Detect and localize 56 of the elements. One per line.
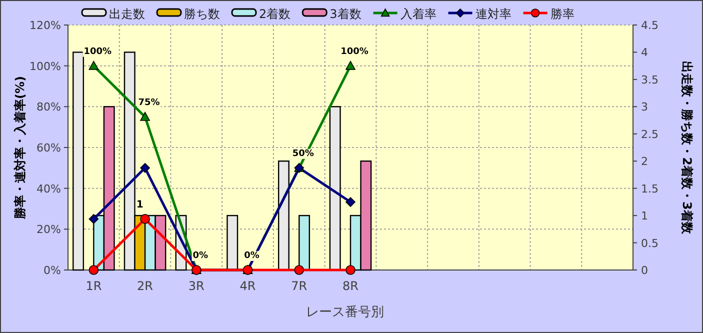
x-tick-label: 8R bbox=[342, 279, 358, 293]
y-tick-label: 20% bbox=[36, 223, 61, 236]
y2-tick-label: 4 bbox=[641, 46, 648, 60]
data-label: 100% bbox=[84, 46, 112, 57]
data-label: 100% bbox=[340, 46, 368, 57]
legend-label: 出走数 bbox=[109, 7, 145, 21]
y-tick-label: 80% bbox=[36, 100, 61, 114]
bar bbox=[124, 52, 136, 271]
point bbox=[140, 112, 150, 121]
x-tick-label: 3R bbox=[188, 279, 204, 293]
data-label: 1 bbox=[136, 200, 144, 211]
point bbox=[88, 60, 99, 70]
y2-tick-label: 2.5 bbox=[641, 128, 658, 141]
data-label: 75% bbox=[138, 98, 160, 108]
point bbox=[346, 197, 356, 207]
x-tick-label: 2R bbox=[137, 279, 154, 293]
legend-label: 勝ち数 bbox=[184, 7, 220, 21]
y2-tick-label: 3.5 bbox=[641, 73, 658, 86]
bar bbox=[226, 214, 238, 271]
bar bbox=[72, 52, 84, 271]
legend-label: 連対率 bbox=[475, 7, 512, 21]
data-label: 0% bbox=[244, 251, 260, 261]
y2-tick-label: 3 bbox=[641, 100, 648, 114]
data-label: 0% bbox=[192, 251, 208, 261]
bar bbox=[298, 214, 310, 271]
y-tick-label: 40% bbox=[36, 182, 61, 196]
y-tick-label: 0% bbox=[44, 264, 61, 277]
y-tick-label: 120% bbox=[30, 19, 61, 32]
point bbox=[294, 265, 304, 275]
legend-label: 勝率 bbox=[550, 7, 574, 21]
point bbox=[346, 265, 356, 275]
bar bbox=[329, 106, 341, 271]
point bbox=[140, 163, 150, 173]
legend-label: 2着数 bbox=[259, 7, 291, 21]
legend-label: 入着率 bbox=[400, 7, 436, 21]
y2-tick-label: 2 bbox=[641, 155, 648, 168]
y2-tick-label: 1 bbox=[641, 210, 648, 223]
point bbox=[88, 265, 99, 275]
x-tick-label: 4R bbox=[240, 279, 256, 293]
point bbox=[346, 60, 356, 70]
bar bbox=[278, 160, 290, 271]
y-axis-title: 勝率・連対率・入着率(%) bbox=[13, 76, 27, 220]
y2-tick-label: 0.5 bbox=[641, 236, 658, 250]
y-tick-label: 60% bbox=[36, 142, 61, 154]
legend-label: 3着数 bbox=[330, 7, 362, 21]
x-tick-label: 1R bbox=[86, 279, 102, 293]
point bbox=[88, 214, 99, 224]
y2-tick-label: 1.5 bbox=[641, 182, 658, 196]
y2-axis-title: 出走数・勝ち数・2着数・3着数 bbox=[680, 61, 694, 235]
point bbox=[140, 214, 150, 224]
y-tick-label: 100% bbox=[30, 60, 61, 73]
x-axis-title: レース番号別 bbox=[306, 305, 384, 320]
y2-tick-label: 4.5 bbox=[641, 19, 658, 32]
x-tick-label: 7R bbox=[291, 279, 308, 293]
data-label: 50% bbox=[292, 148, 314, 159]
y2-tick-label: 0 bbox=[641, 264, 648, 277]
